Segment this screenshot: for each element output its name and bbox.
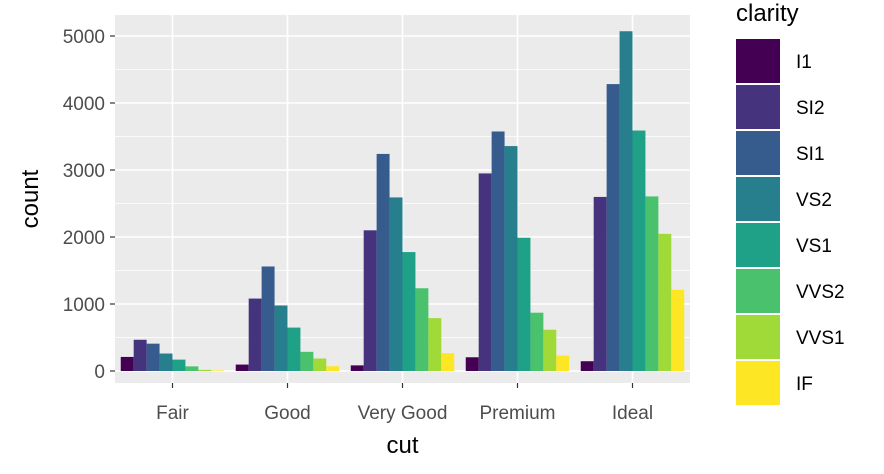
bar-vvs1-good bbox=[313, 358, 327, 371]
legend-label-vs1: VS1 bbox=[796, 236, 832, 257]
bar-vvs2-ideal bbox=[645, 196, 659, 371]
bar-vvs2-fair bbox=[185, 366, 199, 371]
y-tick-label: 1000 bbox=[63, 295, 105, 316]
bar-vs1-very-good bbox=[402, 252, 416, 371]
legend-key-if bbox=[736, 361, 780, 405]
bar-if-good bbox=[326, 366, 340, 371]
y-tick-label: 4000 bbox=[63, 94, 105, 115]
bar-si2-very-good bbox=[363, 230, 377, 371]
y-tick-label: 2000 bbox=[63, 228, 105, 249]
bar-si2-fair bbox=[133, 339, 147, 371]
legend-key-vvs1 bbox=[736, 315, 780, 359]
y-tick-label: 3000 bbox=[63, 161, 105, 182]
bar-vvs2-very-good bbox=[415, 288, 429, 371]
legend-label-si2: SI2 bbox=[796, 98, 825, 119]
legend: clarity I1 SI2 SI1 VS2 VS1 VVS2 VVS1 IF bbox=[736, 0, 845, 405]
bar-si1-ideal bbox=[606, 84, 620, 371]
legend-key-i1 bbox=[736, 39, 780, 83]
bar-vs1-premium bbox=[517, 237, 531, 371]
y-tick-label: 0 bbox=[94, 362, 105, 383]
legend-label-vs2: VS2 bbox=[796, 190, 832, 211]
bar-vvs2-good bbox=[300, 351, 314, 371]
legend-label-si1: SI1 bbox=[796, 144, 825, 165]
legend-label-if: IF bbox=[796, 374, 813, 395]
x-axis: Fair Good Very Good Premium Ideal bbox=[156, 383, 653, 424]
bar-i1-fair bbox=[120, 356, 134, 371]
legend-label-i1: I1 bbox=[796, 52, 812, 73]
bar-si2-good bbox=[248, 298, 262, 371]
legend-label-vvs2: VVS2 bbox=[796, 282, 845, 303]
legend-label-vvs1: VVS1 bbox=[796, 328, 845, 349]
legend-key-si1 bbox=[736, 131, 780, 175]
y-axis: 0 1000 2000 3000 4000 5000 bbox=[63, 27, 115, 383]
x-tick-label: Ideal bbox=[612, 403, 653, 424]
x-axis-title: cut bbox=[386, 432, 418, 459]
bar-i1-good bbox=[235, 364, 249, 371]
x-tick-label: Very Good bbox=[358, 403, 448, 424]
bar-i1-very-good bbox=[350, 365, 364, 371]
bars bbox=[120, 31, 685, 371]
y-tick-label: 5000 bbox=[63, 27, 105, 48]
bar-vvs2-premium bbox=[530, 312, 544, 371]
bar-vs2-very-good bbox=[389, 197, 403, 371]
bar-vs2-good bbox=[274, 305, 288, 371]
x-tick-label: Fair bbox=[156, 403, 189, 424]
bar-vs2-premium bbox=[504, 146, 518, 371]
bar-si1-good bbox=[261, 266, 275, 371]
bar-if-ideal bbox=[671, 289, 685, 371]
x-tick-label: Good bbox=[264, 403, 310, 424]
legend-key-si2 bbox=[736, 85, 780, 129]
bar-vs1-fair bbox=[172, 359, 186, 371]
legend-key-vs2 bbox=[736, 177, 780, 221]
bar-vvs1-ideal bbox=[658, 233, 672, 371]
bar-si1-premium bbox=[491, 131, 505, 371]
legend-key-vvs2 bbox=[736, 269, 780, 313]
bar-vvs1-very-good bbox=[428, 318, 442, 371]
bar-vvs1-premium bbox=[543, 329, 557, 371]
bar-if-premium bbox=[556, 355, 570, 371]
bar-i1-ideal bbox=[580, 361, 594, 371]
bar-vvs1-fair bbox=[198, 369, 212, 371]
x-tick-label: Premium bbox=[479, 403, 555, 424]
bar-vs1-good bbox=[287, 327, 301, 371]
bar-if-fair bbox=[211, 370, 225, 371]
y-axis-title: count bbox=[17, 169, 44, 228]
bar-if-very-good bbox=[441, 353, 455, 371]
bar-si2-ideal bbox=[593, 196, 607, 371]
bar-vs2-fair bbox=[159, 353, 173, 371]
legend-title: clarity bbox=[736, 0, 799, 27]
bar-si2-premium bbox=[478, 173, 492, 371]
bar-i1-premium bbox=[465, 357, 479, 371]
bar-si1-fair bbox=[146, 343, 160, 371]
bar-vs2-ideal bbox=[619, 31, 633, 371]
bar-vs1-ideal bbox=[632, 130, 646, 371]
bar-si1-very-good bbox=[376, 153, 390, 371]
legend-key-vs1 bbox=[736, 223, 780, 267]
